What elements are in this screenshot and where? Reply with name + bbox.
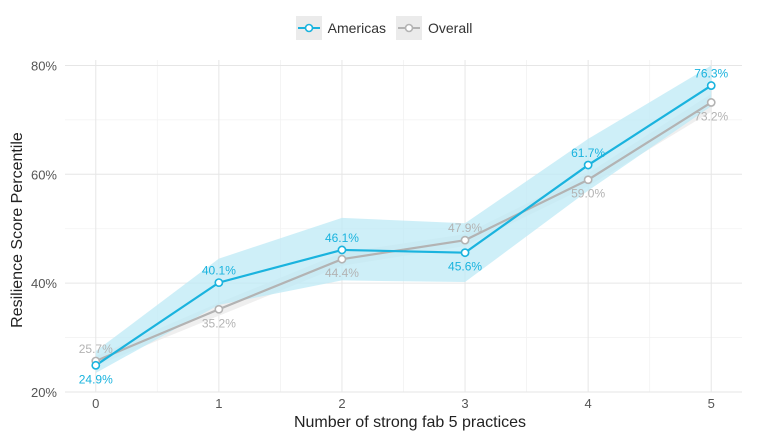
data-label-overall: 44.4% bbox=[325, 266, 359, 280]
y-tick-label: 80% bbox=[31, 58, 57, 73]
legend-item-overall: Overall bbox=[396, 16, 472, 40]
series-line-americas bbox=[95, 84, 712, 367]
series-line-overall bbox=[95, 101, 712, 362]
data-label-overall: 25.7% bbox=[79, 342, 113, 356]
data-point-americas bbox=[460, 248, 470, 258]
data-point-americas bbox=[706, 81, 716, 90]
data-label-overall: 59.0% bbox=[571, 187, 605, 201]
y-axis-title: Resilience Score Percentile bbox=[9, 132, 26, 328]
y-tick-label: 40% bbox=[31, 276, 57, 291]
x-tick-label: 5 bbox=[708, 396, 715, 411]
data-label-overall: 47.9% bbox=[448, 221, 482, 235]
legend-label-overall: Overall bbox=[428, 20, 473, 36]
data-label-americas: 40.1% bbox=[202, 264, 236, 278]
data-point-overall bbox=[337, 254, 347, 264]
legend: Americas Overall bbox=[0, 16, 768, 40]
legend-key-americas bbox=[295, 16, 322, 40]
data-point-americas bbox=[214, 278, 224, 288]
data-point-americas bbox=[91, 360, 101, 370]
data-label-americas: 61.7% bbox=[571, 146, 605, 160]
data-label-americas: 46.1% bbox=[325, 231, 359, 245]
x-axis-title: Number of strong fab 5 practices bbox=[294, 414, 526, 431]
data-label-overall: 73.2% bbox=[694, 109, 728, 123]
data-label-americas: 45.6% bbox=[448, 260, 482, 274]
legend-key-overall bbox=[396, 16, 422, 40]
data-point-overall bbox=[460, 235, 470, 245]
x-tick-label: 4 bbox=[585, 396, 592, 411]
data-point-overall bbox=[214, 304, 224, 314]
legend-item-americas: Americas bbox=[295, 16, 386, 40]
data-point-overall bbox=[706, 98, 716, 107]
x-tick-label: 2 bbox=[338, 396, 345, 411]
x-tick-label: 1 bbox=[215, 396, 222, 411]
data-point-americas bbox=[583, 160, 593, 170]
y-tick-label: 20% bbox=[31, 385, 57, 400]
data-label-overall: 35.2% bbox=[202, 316, 236, 330]
x-tick-label: 0 bbox=[92, 396, 99, 411]
y-tick-label: 60% bbox=[31, 167, 57, 182]
data-label-americas: 76.3% bbox=[694, 67, 728, 81]
data-label-americas: 24.9% bbox=[79, 372, 113, 386]
legend-label-americas: Americas bbox=[327, 20, 386, 36]
data-point-americas bbox=[337, 245, 347, 255]
data-point-overall bbox=[583, 175, 593, 185]
x-tick-label: 3 bbox=[461, 396, 468, 411]
